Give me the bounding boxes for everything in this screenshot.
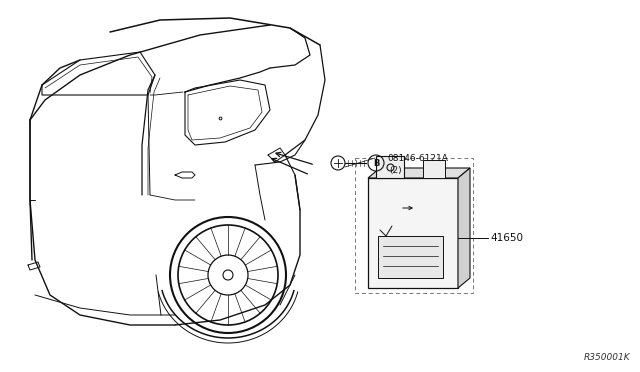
Text: 08146-6121A: 08146-6121A — [387, 154, 448, 163]
Polygon shape — [458, 168, 470, 288]
Bar — [378, 236, 443, 278]
Polygon shape — [368, 168, 470, 178]
Text: 41650: 41650 — [490, 233, 523, 243]
Bar — [355, 158, 473, 293]
Text: (2): (2) — [389, 166, 402, 174]
Text: B: B — [373, 158, 379, 167]
Bar — [368, 178, 458, 288]
Bar — [423, 160, 445, 178]
Text: R350001K: R350001K — [584, 353, 630, 362]
Bar — [376, 156, 404, 178]
